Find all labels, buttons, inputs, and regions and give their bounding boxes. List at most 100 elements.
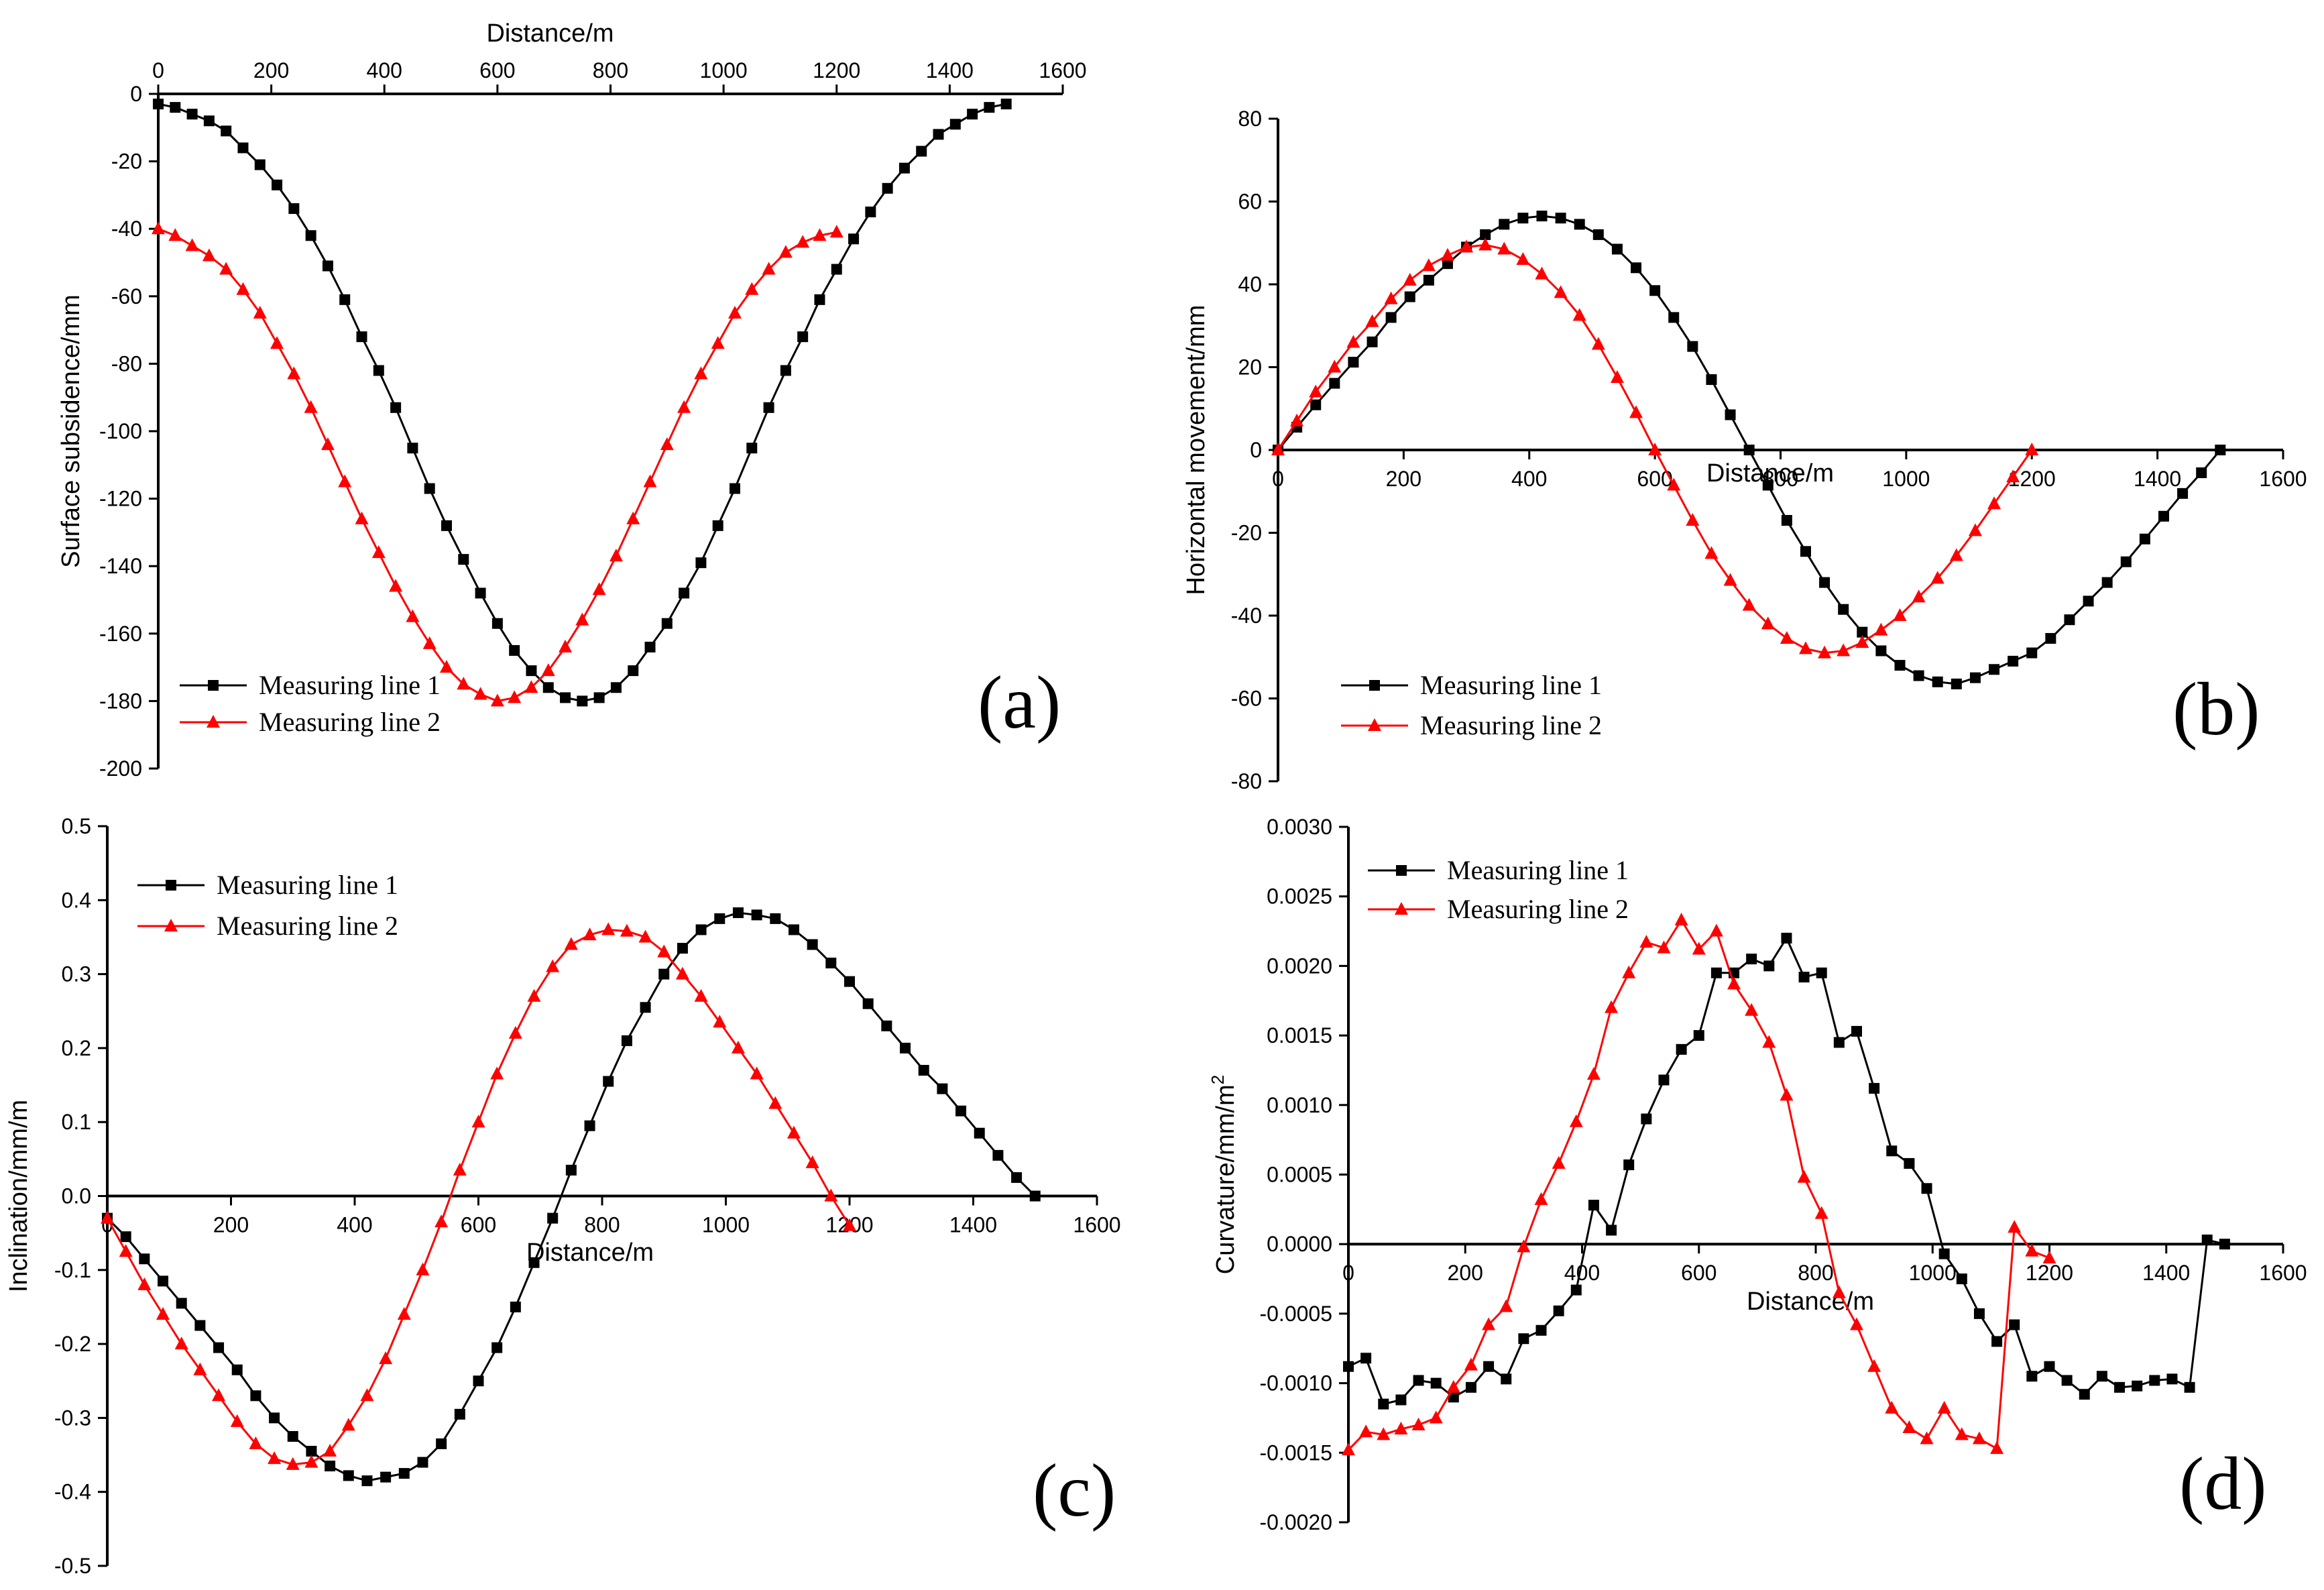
data-point (272, 179, 283, 190)
data-point (770, 913, 781, 924)
data-point (221, 125, 232, 137)
data-point (1930, 571, 1944, 584)
data-point (1921, 1183, 1932, 1194)
data-point (865, 207, 876, 218)
data-point (657, 944, 671, 958)
data-point (508, 690, 522, 703)
data-point (1591, 337, 1605, 350)
data-point (547, 1212, 559, 1224)
data-point (269, 1412, 280, 1424)
x-tick-label: 1600 (1073, 1213, 1120, 1237)
legend: Measuring line 1 Measuring line 2 (180, 670, 441, 737)
x-tick-label: 1600 (2259, 467, 2307, 491)
data-point (1394, 1422, 1408, 1435)
data-point (643, 474, 657, 488)
y-tick-label: -200 (99, 756, 142, 781)
data-point (1483, 1361, 1495, 1372)
data-point (287, 1430, 298, 1442)
data-point (475, 587, 486, 599)
y-tick-label: -40 (111, 217, 142, 241)
data-point (1833, 1037, 1845, 1048)
data-point (2219, 1239, 2230, 1250)
data-point (1949, 548, 1963, 561)
data-point (458, 554, 469, 565)
data-point (918, 1064, 929, 1076)
data-point (1867, 1359, 1881, 1372)
data-point (1937, 1400, 1951, 1414)
data-point (949, 119, 961, 130)
y-tick-label: 20 (1238, 355, 1262, 380)
data-point (1000, 99, 1012, 110)
x-axis-title: Distance/m (1747, 1288, 1874, 1316)
data-point (1687, 341, 1698, 352)
data-point (2079, 1389, 2090, 1400)
data-point (575, 612, 589, 626)
legend-label: Measuring line 2 (259, 707, 441, 737)
y-tick-label: -0.1 (54, 1258, 91, 1282)
x-tick-label: 600 (461, 1213, 496, 1237)
data-point (2184, 1381, 2195, 1393)
y-tick-label: -0.0020 (1259, 1510, 1332, 1534)
data-point (1516, 251, 1530, 265)
data-point (1762, 1035, 1776, 1048)
data-point (1893, 608, 1907, 621)
data-point (1377, 1427, 1391, 1440)
data-point (304, 1455, 318, 1468)
data-point (1973, 1308, 1985, 1319)
data-point (1367, 336, 1378, 347)
x-tick-label: 200 (1448, 1261, 1483, 1285)
legend-label: Measuring line 1 (259, 670, 441, 700)
y-tick-label: 0.4 (62, 888, 91, 912)
data-point (1763, 960, 1775, 972)
legend-label: Measuring line 2 (1447, 894, 1629, 924)
data-point (288, 203, 300, 215)
data-point (1837, 643, 1851, 657)
x-tick-label: 1400 (2134, 467, 2181, 491)
data-point (212, 1388, 226, 1402)
x-tick-label: 1600 (1039, 58, 1086, 82)
y-tick-label: 0.0020 (1267, 954, 1332, 978)
data-point (1676, 1043, 1687, 1055)
data-point (1309, 384, 1323, 398)
x-tick-label: 800 (584, 1213, 620, 1237)
series-2 (101, 922, 856, 1470)
x-tick-label: 1400 (926, 58, 974, 82)
data-point (453, 1162, 467, 1176)
legend: Measuring line 1 Measuring line 2 (1368, 855, 1629, 924)
panel-label: (b) (2172, 668, 2260, 751)
data-point (1849, 1317, 1863, 1330)
data-point (1816, 967, 1827, 978)
x-tick-label: 0 (1342, 1261, 1354, 1285)
x-tick-label: 1200 (2026, 1261, 2073, 1285)
data-point (323, 1444, 337, 1457)
data-point (325, 1461, 336, 1472)
data-point (1572, 308, 1586, 321)
data-point (1938, 1248, 1950, 1259)
x-tick-label: 400 (1511, 467, 1547, 491)
x-tick-label: 200 (213, 1213, 249, 1237)
data-point (1271, 443, 1285, 455)
data-point (202, 248, 216, 262)
x-tick-label: 600 (479, 58, 515, 82)
data-point (787, 1125, 801, 1139)
data-point (436, 1438, 447, 1450)
x-tick-label: 800 (593, 58, 628, 82)
data-point (1989, 664, 2000, 675)
data-point (788, 924, 799, 935)
y-tick-label: -120 (99, 487, 142, 511)
legend-label: Measuring line 1 (1447, 855, 1629, 885)
data-point (937, 1083, 948, 1094)
data-point (2026, 1371, 2038, 1382)
data-point (1606, 1225, 1617, 1236)
data-point (356, 331, 367, 343)
data-point (1555, 213, 1566, 224)
data-point (729, 483, 740, 494)
data-point (473, 1375, 484, 1387)
data-point (1972, 1431, 1986, 1444)
legend-marker (166, 880, 176, 891)
data-point (2215, 445, 2226, 455)
data-point (1780, 630, 1794, 644)
data-point (1990, 1441, 2004, 1455)
data-point (1798, 971, 1810, 982)
